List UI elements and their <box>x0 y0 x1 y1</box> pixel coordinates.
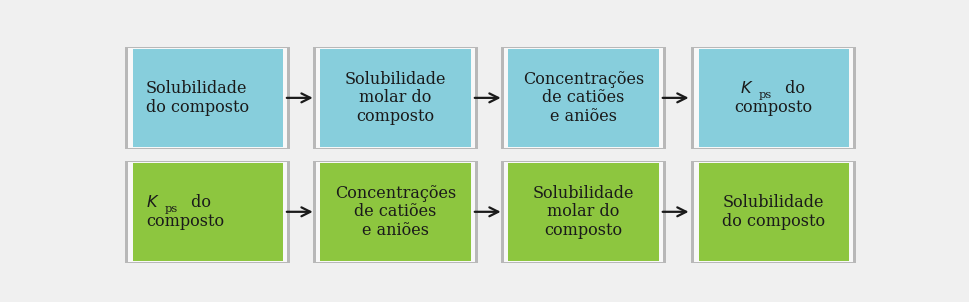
FancyBboxPatch shape <box>316 162 475 262</box>
FancyBboxPatch shape <box>128 48 287 148</box>
Text: Concentrações: Concentrações <box>334 185 455 202</box>
Text: composto: composto <box>544 222 622 239</box>
FancyBboxPatch shape <box>125 47 290 149</box>
FancyBboxPatch shape <box>508 49 658 147</box>
Text: molar do: molar do <box>359 89 431 106</box>
Text: Solubilidade: Solubilidade <box>345 71 446 88</box>
FancyBboxPatch shape <box>694 48 853 148</box>
FancyBboxPatch shape <box>694 162 853 262</box>
Text: de catiões: de catiões <box>542 89 624 106</box>
Text: ps: ps <box>758 90 771 100</box>
Text: molar do: molar do <box>547 203 619 220</box>
FancyBboxPatch shape <box>320 163 470 261</box>
FancyBboxPatch shape <box>133 49 283 147</box>
FancyBboxPatch shape <box>508 163 658 261</box>
FancyBboxPatch shape <box>133 163 283 261</box>
FancyBboxPatch shape <box>313 47 478 149</box>
Text: do: do <box>186 194 210 211</box>
FancyBboxPatch shape <box>690 47 856 149</box>
Text: Solubilidade: Solubilidade <box>532 185 634 202</box>
FancyBboxPatch shape <box>698 163 848 261</box>
FancyBboxPatch shape <box>313 161 478 263</box>
FancyBboxPatch shape <box>698 49 848 147</box>
FancyBboxPatch shape <box>503 162 663 262</box>
FancyBboxPatch shape <box>320 49 470 147</box>
Text: do: do <box>779 80 804 97</box>
FancyBboxPatch shape <box>316 48 475 148</box>
FancyBboxPatch shape <box>690 161 856 263</box>
Text: $\mathit{K}$: $\mathit{K}$ <box>146 194 160 211</box>
Text: de catiões: de catiões <box>354 203 436 220</box>
FancyBboxPatch shape <box>503 48 663 148</box>
Text: do composto: do composto <box>722 213 825 230</box>
FancyBboxPatch shape <box>500 161 666 263</box>
Text: Concentrações: Concentrações <box>522 71 643 88</box>
Text: e aniões: e aniões <box>361 222 428 239</box>
Text: composto: composto <box>146 213 224 230</box>
FancyBboxPatch shape <box>128 162 287 262</box>
FancyBboxPatch shape <box>500 47 666 149</box>
Text: ps: ps <box>165 204 178 214</box>
Text: e aniões: e aniões <box>549 108 616 125</box>
Text: Solubilidade: Solubilidade <box>722 194 824 211</box>
Text: Solubilidade: Solubilidade <box>146 80 247 97</box>
Text: $\mathit{K}$: $\mathit{K}$ <box>739 80 753 97</box>
FancyBboxPatch shape <box>125 161 290 263</box>
Text: composto: composto <box>357 108 434 125</box>
Text: do composto: do composto <box>146 99 249 116</box>
Text: composto: composto <box>734 99 812 116</box>
